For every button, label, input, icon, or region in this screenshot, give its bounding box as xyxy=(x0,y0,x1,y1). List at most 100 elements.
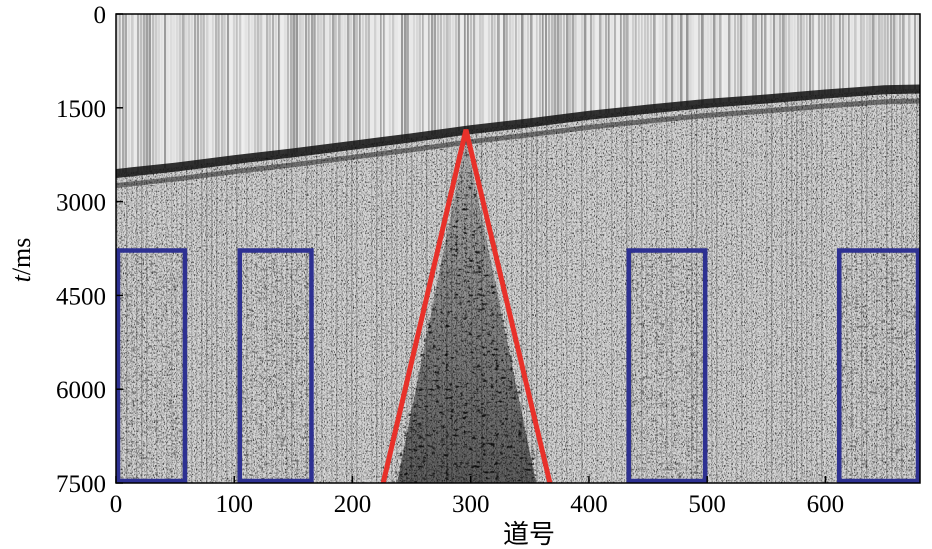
trace-stripe xyxy=(716,14,719,103)
trace-line xyxy=(771,89,773,483)
trace-stripe xyxy=(155,14,158,170)
trace-stripe xyxy=(770,14,772,99)
trace-stripe xyxy=(830,14,833,94)
trace-stripe xyxy=(434,14,437,135)
trace-stripe xyxy=(185,14,188,166)
trace-stripe xyxy=(794,14,796,97)
trace-line xyxy=(341,89,343,483)
trace-stripe xyxy=(293,14,296,153)
trace-stripe xyxy=(134,14,137,172)
trace-line xyxy=(526,89,528,483)
trace-line xyxy=(826,89,828,483)
x-tick-label: 400 xyxy=(570,491,608,518)
trace-stripe xyxy=(689,14,692,106)
trace-stripe xyxy=(350,14,353,146)
trace-stripe xyxy=(335,14,337,148)
trace-stripe xyxy=(638,14,640,111)
trace-stripe xyxy=(500,14,503,127)
trace-stripe xyxy=(602,14,605,114)
trace-line xyxy=(551,89,553,483)
trace-stripe xyxy=(521,14,524,124)
trace-stripe xyxy=(812,14,814,96)
noise-box-texture xyxy=(237,248,314,483)
trace-stripe xyxy=(503,14,506,126)
trace-stripe xyxy=(407,14,409,139)
trace-stripe xyxy=(347,14,350,147)
trace-stripe xyxy=(854,14,857,92)
trace-stripe xyxy=(479,14,482,129)
surface-wave-triangle xyxy=(380,129,553,483)
trace-line xyxy=(511,89,513,483)
trace-stripe xyxy=(191,14,193,166)
trace-stripe xyxy=(626,14,629,112)
trace-stripe xyxy=(845,14,847,93)
trace-stripe xyxy=(860,14,863,92)
trace-stripe xyxy=(515,14,517,125)
trace-stripe xyxy=(359,14,361,145)
x-tick-label: 100 xyxy=(215,491,253,518)
trace-line xyxy=(596,89,598,483)
trace-line xyxy=(221,89,223,483)
trace-stripe xyxy=(839,14,841,94)
trace-stripe xyxy=(386,14,388,142)
trace-stripe xyxy=(704,14,707,104)
trace-stripe xyxy=(215,14,218,163)
x-axis-label: 道号 xyxy=(503,520,555,549)
trace-stripe xyxy=(674,14,676,107)
trace-stripe xyxy=(914,14,916,90)
trace-stripe xyxy=(539,14,542,122)
trace-stripe xyxy=(902,14,905,90)
trace-stripe xyxy=(401,14,404,140)
trace-stripe xyxy=(308,14,310,151)
trace-stripe xyxy=(743,14,746,101)
trace-stripe xyxy=(431,14,434,136)
trace-stripe xyxy=(461,14,464,132)
trace-stripe xyxy=(287,14,290,154)
noise-box-2 xyxy=(237,248,314,483)
trace-stripe xyxy=(260,14,263,157)
trace-stripe xyxy=(278,14,280,155)
trace-stripe xyxy=(395,14,398,140)
trace-line xyxy=(506,89,508,483)
trace-line xyxy=(226,89,228,483)
trace-stripe xyxy=(356,14,358,145)
trace-line xyxy=(361,89,363,483)
trace-line xyxy=(581,89,583,483)
trace-stripe xyxy=(368,14,370,144)
trace-line xyxy=(331,89,333,483)
trace-stripe xyxy=(230,14,233,161)
trace-stripe xyxy=(701,14,704,105)
trace-stripe xyxy=(833,14,836,94)
trace-stripe xyxy=(872,14,875,91)
trace-stripe xyxy=(179,14,182,167)
trace-stripe xyxy=(212,14,214,163)
trace-stripe xyxy=(623,14,626,112)
trace-stripe xyxy=(323,14,326,150)
trace-stripe xyxy=(815,14,817,95)
trace-stripe xyxy=(326,14,329,149)
trace-stripe xyxy=(290,14,293,154)
x-tick-label: 0 xyxy=(110,491,123,518)
trace-stripe xyxy=(710,14,713,104)
trace-stripe xyxy=(614,14,616,113)
noise-box-texture xyxy=(116,248,187,483)
trace-stripe xyxy=(875,14,878,91)
trace-stripe xyxy=(779,14,782,98)
trace-line xyxy=(621,89,623,483)
trace-stripe xyxy=(905,14,907,90)
trace-stripe xyxy=(680,14,683,107)
trace-stripe xyxy=(329,14,332,149)
trace-stripe xyxy=(419,14,421,137)
trace-stripe xyxy=(485,14,488,129)
trace-stripe xyxy=(848,14,850,93)
trace-stripe xyxy=(428,14,430,136)
trace-stripe xyxy=(413,14,415,138)
trace-line xyxy=(521,89,523,483)
trace-line xyxy=(196,89,198,483)
y-tick-label: 7500 xyxy=(56,471,106,498)
trace-stripe xyxy=(659,14,662,109)
trace-stripe xyxy=(554,14,557,120)
svg-text:t/ms: t/ms xyxy=(7,238,36,283)
trace-line xyxy=(796,89,798,483)
trace-stripe xyxy=(809,14,812,96)
